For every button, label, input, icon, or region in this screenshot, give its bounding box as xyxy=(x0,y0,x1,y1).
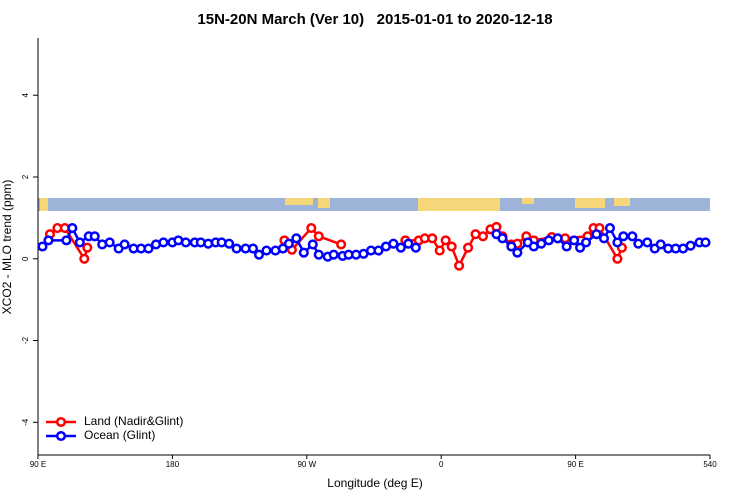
legend-label: Land (Nadir&Glint) xyxy=(84,414,183,428)
x-tick-label: 180 xyxy=(166,460,180,469)
point xyxy=(612,253,623,264)
x-tick-label: 90 E xyxy=(30,460,46,469)
y-tick-label: 2 xyxy=(21,174,30,179)
point xyxy=(37,241,48,252)
point xyxy=(89,231,100,242)
point xyxy=(306,223,317,234)
point xyxy=(313,249,324,260)
point xyxy=(446,241,457,252)
point xyxy=(612,237,623,248)
point xyxy=(74,237,85,248)
point xyxy=(224,238,235,249)
point xyxy=(591,229,602,240)
point xyxy=(261,245,272,256)
point xyxy=(291,233,302,244)
point xyxy=(477,231,489,242)
point xyxy=(277,243,288,254)
point xyxy=(575,242,586,253)
y-tick-label: 0 xyxy=(21,256,30,261)
point xyxy=(313,231,324,242)
point xyxy=(79,253,90,264)
point xyxy=(440,235,451,246)
point xyxy=(43,235,54,246)
point xyxy=(434,245,445,256)
point xyxy=(158,237,169,248)
point xyxy=(119,239,130,250)
point xyxy=(253,249,265,260)
point xyxy=(598,233,610,244)
point xyxy=(427,233,438,244)
point xyxy=(655,239,666,250)
chart-title: 15N-20N March (Ver 10) 2015-01-01 to 202… xyxy=(197,11,552,28)
point xyxy=(283,238,294,249)
point xyxy=(247,243,259,254)
point xyxy=(633,238,644,249)
point xyxy=(104,237,115,248)
y-axis-label: XCO2 - MLO trend (ppm) xyxy=(0,180,14,315)
point xyxy=(388,238,399,249)
y-tick-label: -4 xyxy=(21,418,30,426)
point xyxy=(642,237,653,248)
y-tick-label: 4 xyxy=(21,92,30,97)
point xyxy=(410,242,421,253)
x-tick-label: 90 E xyxy=(567,460,583,469)
point xyxy=(497,233,508,244)
legend-label: Ocean (Glint) xyxy=(84,428,155,442)
legend-marker xyxy=(55,416,67,428)
point xyxy=(336,239,347,250)
point xyxy=(700,237,711,248)
point xyxy=(543,235,554,246)
map-strip xyxy=(38,198,710,211)
point xyxy=(67,223,78,234)
point xyxy=(552,233,563,244)
point xyxy=(298,247,309,258)
point xyxy=(143,243,154,254)
point xyxy=(569,235,580,246)
point xyxy=(581,237,592,248)
point xyxy=(61,235,72,246)
point xyxy=(231,243,242,254)
point xyxy=(463,242,474,253)
point xyxy=(395,242,406,253)
point xyxy=(604,223,615,234)
point xyxy=(82,242,93,253)
point xyxy=(512,247,523,258)
point xyxy=(627,231,638,242)
x-axis-label: Longitude (deg E) xyxy=(327,476,422,490)
x-tick-label: 540 xyxy=(703,460,717,469)
point xyxy=(373,245,384,256)
point xyxy=(685,240,696,251)
point xyxy=(618,231,629,242)
point xyxy=(561,241,572,252)
legend-marker xyxy=(55,430,67,442)
point xyxy=(307,239,318,250)
point xyxy=(180,237,191,248)
x-tick-label: 90 W xyxy=(297,460,316,469)
x-tick-label: 0 xyxy=(439,460,444,469)
point xyxy=(506,241,517,252)
point xyxy=(328,249,339,260)
y-tick-label: -2 xyxy=(21,336,30,344)
point xyxy=(454,260,465,271)
point xyxy=(403,238,414,249)
